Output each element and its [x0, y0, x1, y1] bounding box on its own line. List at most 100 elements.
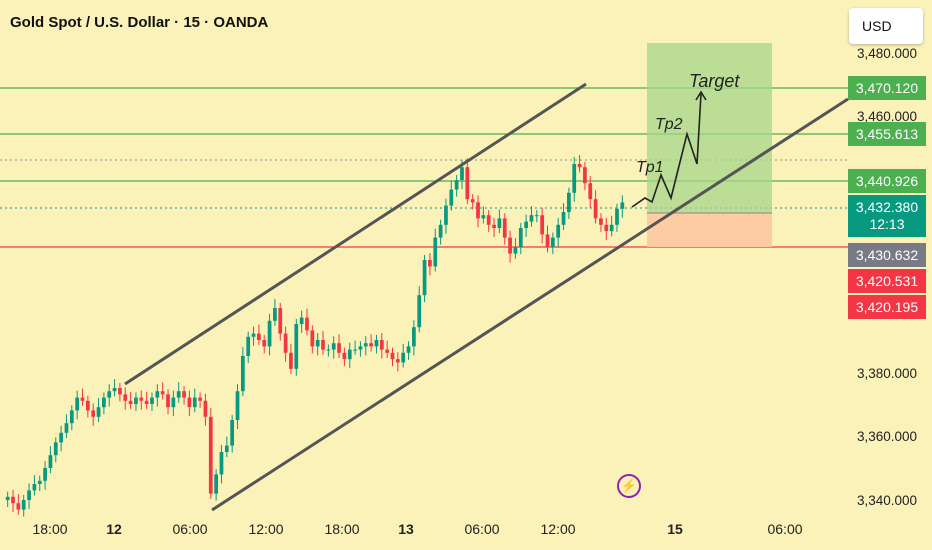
x-tick: 18:00: [32, 521, 68, 537]
candle-body: [150, 397, 154, 404]
price-tag-3430[interactable]: 3,430.632: [848, 243, 926, 267]
x-tick: 15: [667, 521, 683, 537]
candle-body: [433, 237, 438, 267]
x-tick: 06:00: [172, 521, 208, 537]
candle-body: [545, 234, 550, 248]
loss-zone: [647, 213, 772, 247]
candle-body: [171, 397, 176, 408]
candle-body: [144, 400, 149, 404]
y-tick: 3,340.000: [857, 493, 918, 508]
candle-body: [572, 164, 577, 193]
annotation-tp2: Tp2: [655, 116, 683, 133]
candle-body: [235, 391, 240, 420]
candle-body: [160, 391, 165, 395]
candle-body: [444, 205, 448, 225]
candle-body: [502, 218, 507, 238]
candle-body: [107, 391, 112, 398]
candle-body: [369, 343, 373, 347]
candle-body: [91, 410, 96, 417]
x-tick: 13: [398, 521, 414, 537]
x-tick: 12: [106, 521, 122, 537]
candle-body: [321, 340, 325, 350]
candle-body: [166, 394, 170, 408]
candle-body: [246, 336, 251, 356]
candle-body: [534, 215, 539, 217]
candle-body: [118, 388, 122, 395]
annotation-tp1: Tp1: [636, 159, 664, 176]
candle-body: [267, 320, 272, 347]
candle-body: [513, 247, 518, 254]
candle-body: [53, 442, 58, 456]
candle-body: [192, 397, 197, 408]
candle-body: [460, 167, 464, 180]
candle-body: [561, 212, 566, 225]
candle-body: [540, 215, 545, 235]
candle-body: [417, 295, 422, 328]
candle-body: [139, 397, 144, 401]
candle-body: [401, 352, 406, 363]
currency-button[interactable]: USD: [849, 8, 923, 44]
candle-body: [438, 224, 443, 238]
x-tick: 06:00: [464, 521, 500, 537]
candle-body: [486, 215, 491, 225]
candle-body: [556, 224, 561, 238]
candle-countdown: 12:13: [869, 216, 905, 232]
candle-body: [203, 400, 208, 417]
candle-body: [187, 397, 192, 408]
candle-body: [347, 349, 352, 360]
candle-body: [449, 189, 454, 206]
candle-body: [492, 224, 496, 228]
candle-body: [599, 218, 603, 225]
candle-body: [567, 192, 571, 212]
y-tick: 3,460.000: [857, 109, 918, 124]
candle-body: [85, 400, 90, 411]
candle-body: [294, 324, 299, 369]
candle-body: [529, 215, 534, 222]
candle-body: [128, 400, 133, 404]
x-tick: 18:00: [324, 521, 360, 537]
candle-body: [11, 496, 15, 504]
price-tag-3440[interactable]: 3,440.926: [848, 169, 926, 193]
candle-body: [593, 199, 598, 219]
candle-body: [48, 455, 53, 468]
candle-body: [588, 183, 593, 200]
x-tick: 12:00: [540, 521, 576, 537]
x-tick: 12:00: [248, 521, 284, 537]
candle-body: [134, 397, 138, 404]
candle-body: [337, 343, 341, 353]
candle-body: [224, 445, 229, 452]
candles: [5, 155, 625, 517]
projection-arrowhead: [695, 90, 707, 101]
candle-body: [96, 407, 101, 417]
candle-body: [208, 416, 213, 494]
lightning-bolt-icon[interactable]: ⚡: [617, 474, 641, 498]
channel-upper-line: [124, 82, 587, 386]
candle-body: [518, 228, 523, 248]
candle-body: [406, 346, 411, 353]
candle-body: [310, 330, 315, 347]
projection-path: [631, 93, 702, 208]
price-tag-3455[interactable]: 3,455.613: [848, 122, 926, 146]
candle-body: [59, 432, 63, 443]
candle-body: [428, 260, 432, 267]
candle-body: [374, 340, 379, 347]
candle-body: [550, 237, 555, 248]
current-price-tag[interactable]: 3,432.380 12:13: [848, 195, 926, 237]
candle-body: [75, 397, 80, 411]
price-tag-3470[interactable]: 3,470.120: [848, 76, 926, 100]
candle-body: [305, 317, 309, 331]
chart-title: Gold Spot / U.S. Dollar · 15 · OANDA: [10, 14, 269, 31]
candle-body: [604, 224, 609, 232]
candle-body: [476, 202, 480, 219]
candle-body: [465, 167, 470, 200]
price-tag-3420-195[interactable]: 3,420.195: [848, 295, 926, 319]
candle-body: [69, 410, 74, 424]
price-tag-3420-531[interactable]: 3,420.531: [848, 269, 926, 293]
candle-body: [219, 452, 224, 475]
profit-zone: [647, 43, 772, 213]
candle-body: [497, 218, 502, 228]
candle-body: [273, 308, 277, 321]
candle-body: [615, 208, 619, 225]
candle-body: [422, 260, 427, 296]
